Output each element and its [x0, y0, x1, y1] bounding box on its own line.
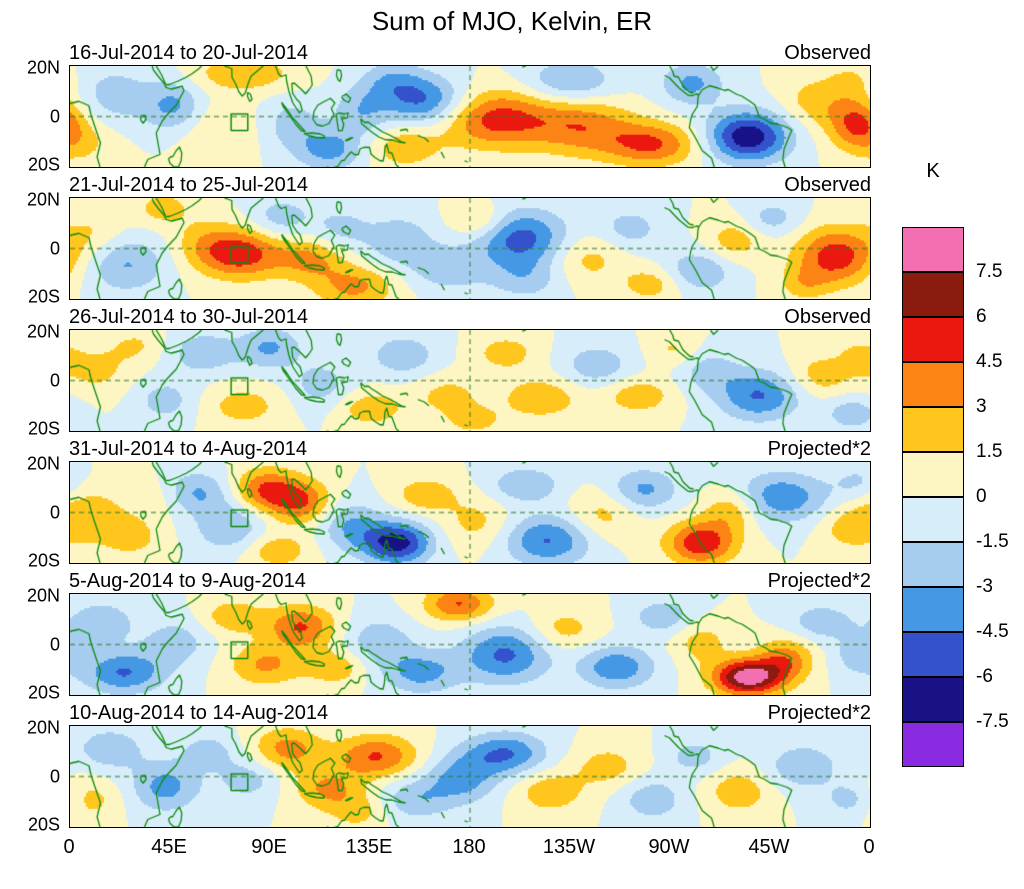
panels-container: 16-Jul-2014 to 20-Jul-2014 Observed 20N … [0, 38, 1024, 835]
y-tick-label: 0 [49, 106, 60, 126]
x-tick-label: 0 [863, 836, 875, 858]
y-tick-label: 20S [27, 550, 60, 571]
map-panel: 31-Jul-2014 to 4-Aug-2014 Projected*2 20… [0, 434, 1024, 571]
panel-source-label: Projected*2 [767, 570, 871, 592]
x-tick-label: 135W [542, 836, 596, 858]
panel-header: 10-Aug-2014 to 14-Aug-2014 Projected*2 [69, 698, 871, 725]
y-tick-label: 20S [27, 682, 60, 703]
y-axis-labels: 20N 0 20S [0, 454, 69, 571]
panel-date-range: 31-Jul-2014 to 4-Aug-2014 [69, 438, 307, 460]
y-tick-label: 20N [26, 189, 60, 210]
panel-body: 20N 0 20S [0, 586, 1024, 703]
panel-source-label: Observed [784, 174, 871, 196]
panel-header: 16-Jul-2014 to 20-Jul-2014 Observed [69, 38, 871, 65]
colorbar-tick-label: 4.5 [976, 351, 1003, 372]
colorbar-cell [902, 407, 964, 452]
x-tick-label: 45E [151, 836, 187, 858]
y-axis-labels: 20N 0 20S [0, 718, 69, 835]
x-tick-label: 90E [251, 836, 287, 858]
colorbar: K 7.5 6 4.5 3 1.5 0 -1.5 -3 -4.5 -6 -7.5 [902, 160, 1022, 767]
colorbar-cell [902, 272, 964, 317]
colorbar-cell [902, 497, 964, 542]
colorbar-tick-label: 3 [976, 396, 987, 417]
colorbar-scale: 7.5 6 4.5 3 1.5 0 -1.5 -3 -4.5 -6 -7.5 [902, 227, 1009, 767]
panel-body: 20N 0 20S [0, 454, 1024, 571]
colorbar-cell [902, 632, 964, 677]
colorbar-cell [902, 677, 964, 722]
map-canvas [69, 725, 871, 828]
x-tick-label: 0 [63, 836, 75, 858]
y-tick-label: 0 [49, 634, 60, 654]
y-tick-label: 0 [49, 238, 60, 258]
x-tick-label: 135E [345, 836, 393, 858]
colorbar-cell [902, 317, 964, 362]
panel-source-label: Observed [784, 42, 871, 64]
colorbar-cell [902, 452, 964, 497]
map-panel: 10-Aug-2014 to 14-Aug-2014 Projected*2 2… [0, 698, 1024, 835]
colorbar-tick-label: 6 [976, 306, 987, 327]
map-canvas [69, 329, 871, 432]
colorbar-cell [902, 587, 964, 632]
x-axis: 0 45E 90E 135E 180 135W 90W 45W 0 [63, 830, 875, 860]
panel-body: 20N 0 20S [0, 190, 1024, 307]
y-tick-label: 20N [26, 57, 60, 78]
map-panel: 5-Aug-2014 to 9-Aug-2014 Projected*2 20N… [0, 566, 1024, 703]
colorbar-cell [902, 362, 964, 407]
y-axis-labels: 20N 0 20S [0, 586, 69, 703]
panel-body: 20N 0 20S [0, 322, 1024, 439]
y-tick-label: 20N [26, 585, 60, 606]
y-tick-label: 20N [26, 717, 60, 738]
y-axis-labels: 20N 0 20S [0, 190, 69, 307]
colorbar-tick-label: -7.5 [976, 711, 1009, 732]
y-axis-labels: 20N 0 20S [0, 58, 69, 175]
panel-date-range: 10-Aug-2014 to 14-Aug-2014 [69, 702, 329, 724]
x-tick-label: 180 [452, 836, 486, 858]
panel-date-range: 5-Aug-2014 to 9-Aug-2014 [69, 570, 306, 592]
map-canvas [69, 593, 871, 696]
panel-source-label: Projected*2 [767, 702, 871, 724]
colorbar-tick-label: -1.5 [976, 531, 1009, 552]
colorbar-unit-label: K [926, 160, 940, 182]
colorbar-cell [902, 542, 964, 587]
colorbar-tick-label: -3 [976, 576, 993, 597]
colorbar-cell [902, 227, 964, 272]
y-tick-label: 20S [27, 418, 60, 439]
panel-header: 21-Jul-2014 to 25-Jul-2014 Observed [69, 170, 871, 197]
map-canvas [69, 461, 871, 564]
map-panel: 16-Jul-2014 to 20-Jul-2014 Observed 20N … [0, 38, 1024, 175]
panel-header: 5-Aug-2014 to 9-Aug-2014 Projected*2 [69, 566, 871, 593]
y-tick-label: 20N [26, 453, 60, 474]
map-panel: 26-Jul-2014 to 30-Jul-2014 Observed 20N … [0, 302, 1024, 439]
y-tick-label: 20S [27, 286, 60, 307]
map-canvas [69, 65, 871, 168]
x-tick-label: 45W [748, 836, 790, 858]
panel-header: 26-Jul-2014 to 30-Jul-2014 Observed [69, 302, 871, 329]
panel-date-range: 26-Jul-2014 to 30-Jul-2014 [69, 306, 309, 328]
y-tick-label: 20N [26, 321, 60, 342]
map-canvas [69, 197, 871, 300]
panel-date-range: 16-Jul-2014 to 20-Jul-2014 [69, 42, 309, 64]
panel-date-range: 21-Jul-2014 to 25-Jul-2014 [69, 174, 309, 196]
colorbar-tick-label: -6 [976, 666, 993, 687]
panel-body: 20N 0 20S [0, 718, 1024, 835]
chart-title: Sum of MJO, Kelvin, ER [371, 6, 653, 36]
panel-header: 31-Jul-2014 to 4-Aug-2014 Projected*2 [69, 434, 871, 461]
map-panel: 21-Jul-2014 to 25-Jul-2014 Observed 20N … [0, 170, 1024, 307]
colorbar-cell [902, 722, 964, 767]
y-tick-label: 0 [49, 766, 60, 786]
colorbar-tick-label: 7.5 [976, 261, 1003, 282]
panel-body: 20N 0 20S [0, 58, 1024, 175]
panel-source-label: Projected*2 [767, 438, 871, 460]
x-tick-label: 90W [648, 836, 690, 858]
y-tick-label: 20S [27, 814, 60, 835]
y-tick-label: 0 [49, 370, 60, 390]
colorbar-tick-label: 1.5 [976, 441, 1003, 462]
y-tick-label: 0 [49, 502, 60, 522]
y-axis-labels: 20N 0 20S [0, 322, 69, 439]
y-tick-label: 20S [27, 154, 60, 175]
panel-source-label: Observed [784, 306, 871, 328]
colorbar-tick-label: -4.5 [976, 621, 1009, 642]
colorbar-tick-label: 0 [976, 486, 987, 507]
